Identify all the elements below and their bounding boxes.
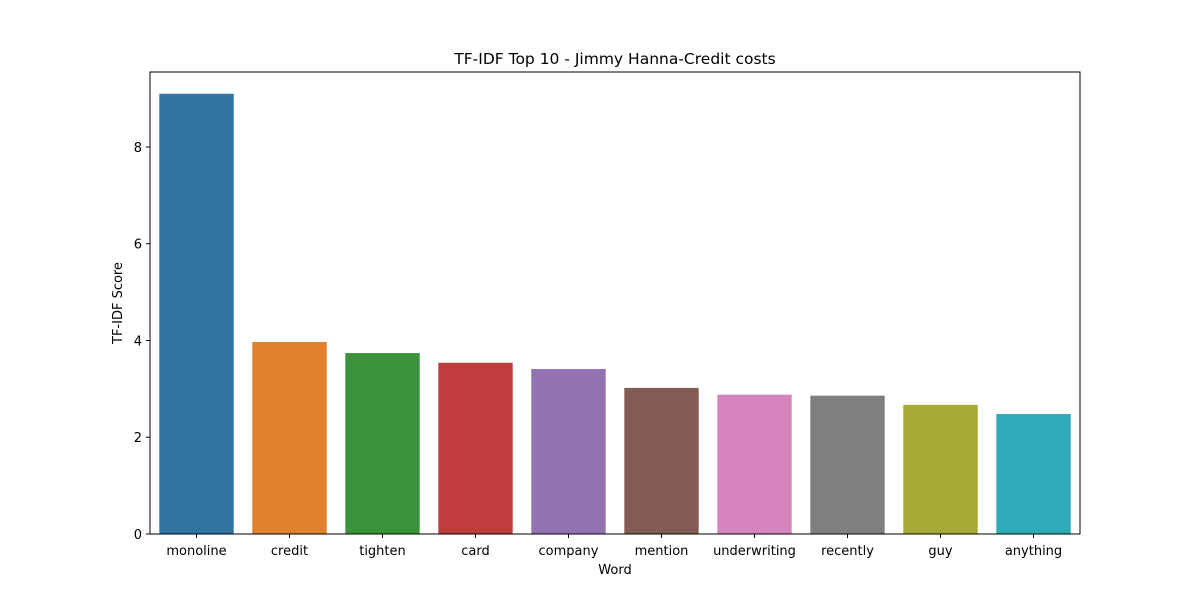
bar-company [531,369,606,534]
x-tick-label: tighten [359,544,406,559]
y-axis-ticks: 0 2 4 6 8 [134,141,150,543]
bar-underwriting [717,394,792,534]
x-tick-label: card [461,544,489,559]
y-tick-label: 0 [134,528,142,543]
bars-group [159,93,1071,535]
bar-monoline [159,93,234,535]
x-tick-label: anything [1005,544,1062,559]
bar-tighten [345,353,420,534]
x-tick-label: recently [821,544,874,559]
plot-frame [149,71,1081,535]
bar-recently [810,395,885,534]
y-tick-label: 6 [134,238,142,253]
x-tick-label: company [539,544,599,559]
x-axis-label: Word [598,563,631,578]
x-tick-label: monoline [166,544,226,559]
y-tick-label: 2 [134,431,142,446]
chart-title: TF-IDF Top 10 - Jimmy Hanna-Credit costs [453,50,775,68]
x-tick-label: credit [271,544,308,559]
x-tick-label: mention [635,544,689,559]
bar-guy [903,404,978,534]
x-tick-label: underwriting [713,544,796,559]
x-axis-ticks: monoline credit tighten card company mention u… [166,534,1062,559]
bar-card [438,362,513,534]
y-tick-label: 4 [134,334,142,349]
x-tick-label: guy [928,544,952,559]
bar-credit [252,341,327,534]
bar-mention [624,387,699,534]
y-tick-label: 8 [134,141,142,156]
bar-anything [996,414,1071,534]
y-axis-label: TF-IDF Score [111,262,126,345]
